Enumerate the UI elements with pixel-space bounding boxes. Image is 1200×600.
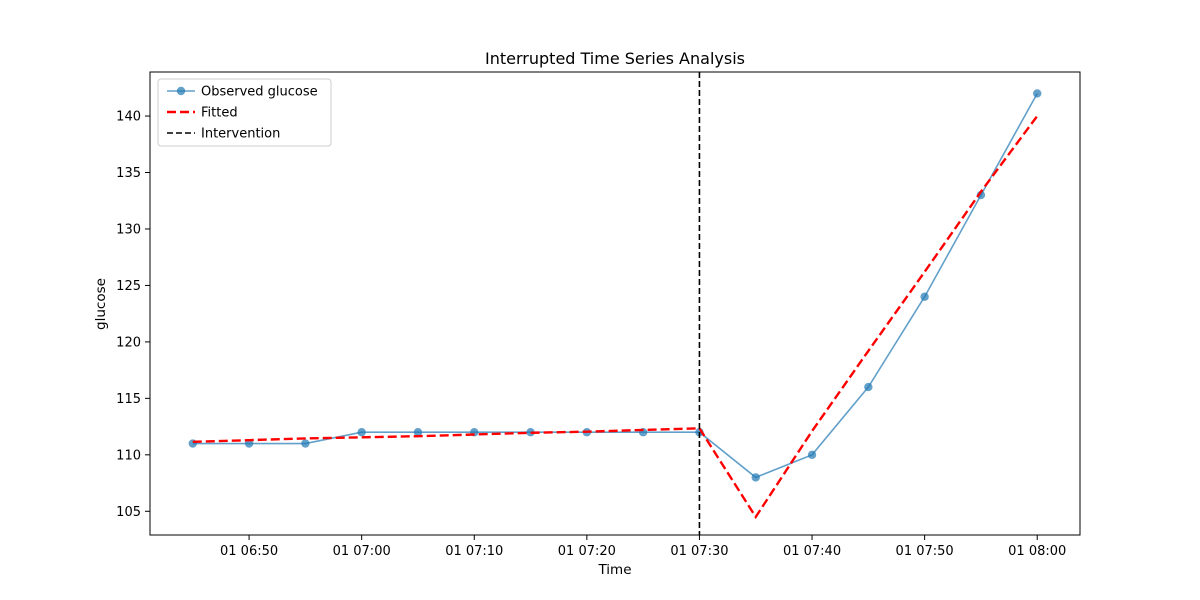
observed-glucose-point — [751, 473, 760, 482]
x-tick-label: 01 07:50 — [896, 544, 954, 559]
x-tick-label: 01 07:00 — [333, 544, 391, 559]
x-axis-label: Time — [597, 562, 631, 578]
y-tick-label: 110 — [116, 448, 141, 463]
fitted-line — [192, 115, 1039, 520]
observed-glucose-point — [526, 428, 535, 437]
x-tick-label: 01 06:50 — [220, 544, 278, 559]
y-tick-label: 125 — [116, 279, 141, 294]
observed-glucose-line — [192, 93, 1038, 479]
legend-label: Fitted — [201, 106, 238, 121]
observed-glucose-point — [864, 382, 873, 392]
x-tick-label: 01 07:10 — [445, 544, 503, 559]
y-tick-label: 115 — [116, 392, 141, 407]
y-tick-label: 130 — [116, 222, 141, 237]
chart-title: Interrupted Time Series Analysis — [485, 49, 745, 68]
x-tick-label: 01 07:30 — [670, 544, 728, 559]
y-tick-label: 135 — [116, 166, 141, 181]
observed-glucose-point — [413, 428, 423, 437]
y-tick-label: 140 — [116, 110, 141, 125]
legend-label: Observed glucose — [201, 85, 318, 100]
legend-box — [157, 78, 332, 147]
x-tick-label: 01 07:20 — [558, 544, 616, 559]
y-tick-label: 105 — [116, 505, 141, 520]
legend: Observed glucose Fitted Intervention — [157, 78, 332, 147]
y-tick-label: 120 — [116, 335, 141, 350]
observed-glucose-point — [920, 292, 929, 301]
axes-frame — [149, 71, 1081, 536]
observed-glucose-point — [301, 439, 310, 448]
legend-marker-observed-glucose — [176, 86, 186, 96]
x-tick-label: 01 08:00 — [1008, 544, 1066, 559]
observed-glucose-point — [244, 439, 254, 448]
observed-glucose-point — [1033, 89, 1042, 98]
observed-glucose-point — [807, 450, 817, 460]
plot-area: 01 06:50 01 07:00 01 07:10 01 07:20 01 07:30… — [116, 71, 1081, 559]
observed-glucose-point — [357, 428, 366, 437]
legend-label: Intervention — [201, 127, 280, 142]
y-axis-label: glucose — [93, 278, 109, 330]
x-tick-label: 01 07:40 — [783, 544, 841, 559]
